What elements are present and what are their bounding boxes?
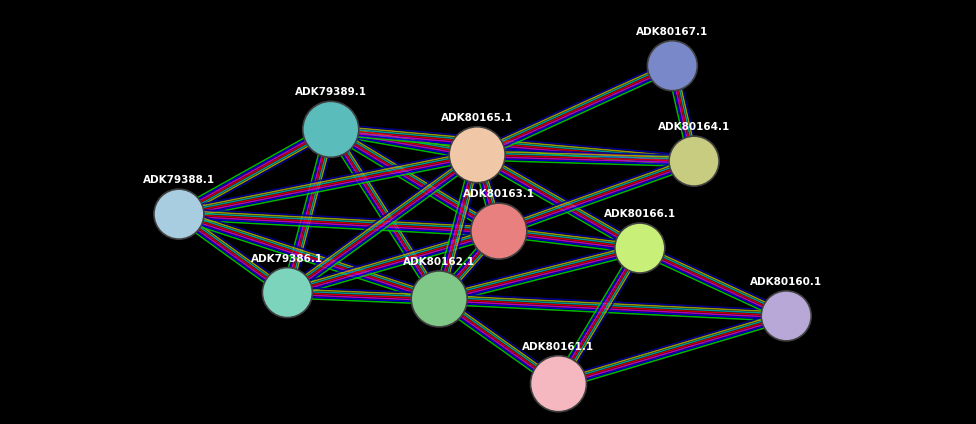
Text: ADK80161.1: ADK80161.1 bbox=[522, 342, 594, 352]
Text: ADK80167.1: ADK80167.1 bbox=[636, 27, 709, 37]
Text: ADK79386.1: ADK79386.1 bbox=[251, 254, 323, 264]
Text: ADK80164.1: ADK80164.1 bbox=[658, 122, 730, 132]
Ellipse shape bbox=[647, 41, 698, 91]
Text: ADK80163.1: ADK80163.1 bbox=[463, 189, 535, 199]
Ellipse shape bbox=[449, 127, 506, 183]
Ellipse shape bbox=[303, 101, 359, 157]
Text: ADK80165.1: ADK80165.1 bbox=[441, 113, 513, 123]
Ellipse shape bbox=[669, 136, 719, 186]
Text: ADK80162.1: ADK80162.1 bbox=[403, 257, 475, 267]
Ellipse shape bbox=[761, 291, 811, 341]
Ellipse shape bbox=[411, 271, 468, 327]
Ellipse shape bbox=[470, 203, 527, 259]
Ellipse shape bbox=[154, 189, 204, 239]
Ellipse shape bbox=[615, 223, 665, 273]
Ellipse shape bbox=[531, 356, 587, 412]
Text: ADK79388.1: ADK79388.1 bbox=[142, 175, 215, 185]
Text: ADK80160.1: ADK80160.1 bbox=[751, 277, 823, 287]
Text: ADK80166.1: ADK80166.1 bbox=[604, 209, 676, 219]
Ellipse shape bbox=[263, 268, 312, 318]
Text: ADK79389.1: ADK79389.1 bbox=[295, 87, 367, 98]
